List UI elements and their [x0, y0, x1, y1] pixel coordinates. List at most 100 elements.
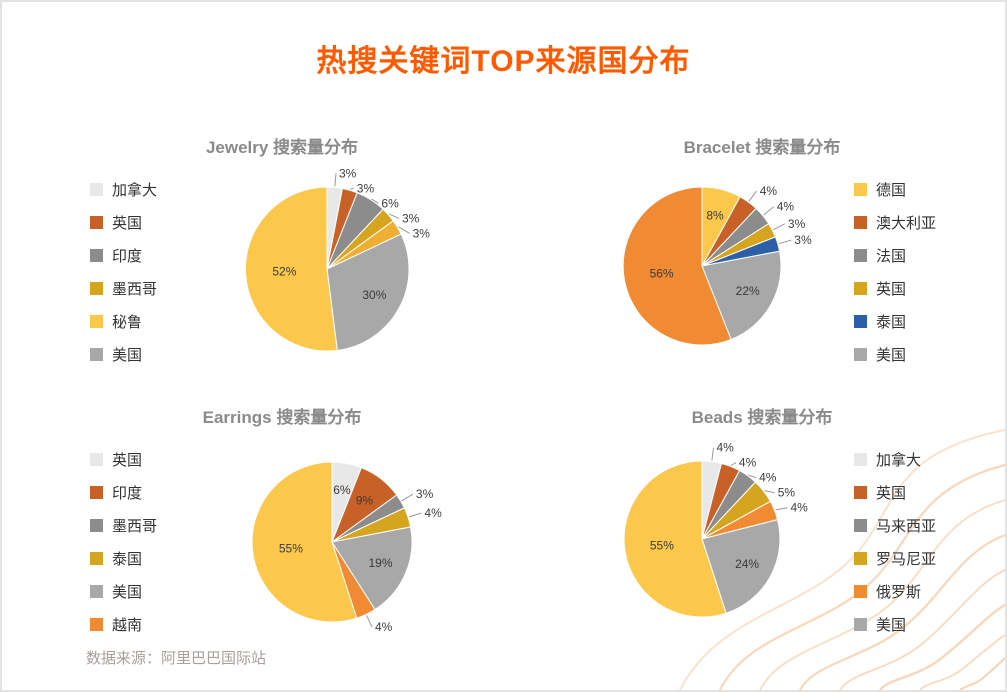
- pie-label: 24%: [735, 557, 759, 571]
- legend-item: 美国: [854, 338, 936, 371]
- label-leader-line: [371, 198, 379, 204]
- legend-label: 秘鲁: [112, 314, 143, 331]
- label-leader-line: [408, 512, 422, 518]
- legend-label: 马来西亚: [876, 518, 937, 535]
- chart-title-bracelet: Bracelet 搜索量分布: [683, 138, 841, 157]
- legend-item: 加拿大: [854, 443, 936, 476]
- legend-label: 俄罗斯: [876, 584, 922, 601]
- pie-label: 55%: [650, 538, 674, 552]
- legend-label: 墨西哥: [112, 281, 158, 298]
- legend-label: 泰国: [112, 551, 143, 568]
- label-leader-line: [334, 173, 337, 187]
- pie-label: 5%: [778, 486, 796, 500]
- legend-item: 印度: [90, 239, 157, 272]
- pie-label: 3%: [357, 181, 375, 195]
- label-leader-line: [763, 206, 775, 216]
- label-leader-line: [775, 507, 788, 511]
- legend-item: 罗马尼亚: [854, 542, 936, 575]
- pie-label: 52%: [272, 265, 296, 279]
- legend-earrings: 英国 印度 墨西哥 泰国 美国 越南: [90, 443, 157, 641]
- legend-label: 英国: [876, 485, 907, 502]
- pie-label: 6%: [381, 196, 399, 210]
- legend-item: 英国: [854, 476, 936, 509]
- label-leader-line: [773, 223, 786, 231]
- label-leader-line: [730, 462, 737, 466]
- label-leader-line: [764, 490, 775, 494]
- legend-item: 德国: [854, 173, 936, 206]
- pie-slice-美国: [326, 233, 410, 351]
- legend-swatch: [854, 585, 867, 598]
- legend-bracelet: 德国 澳大利亚 法国 英国 泰国 美国: [854, 173, 936, 371]
- legend-label: 罗马尼亚: [876, 551, 937, 568]
- legend-label: 英国: [876, 281, 907, 298]
- pie-label: 4%: [791, 501, 809, 515]
- label-leader-line: [350, 187, 354, 190]
- pie-label: 4%: [424, 506, 442, 520]
- chart-title-beads: Beads 搜索量分布: [691, 408, 833, 427]
- pie-slice-美国: [331, 526, 413, 611]
- legend-label: 美国: [112, 584, 143, 601]
- legend-swatch: [854, 519, 867, 532]
- label-leader-line: [711, 447, 714, 461]
- legend-swatch: [90, 552, 103, 565]
- pie-label: 3%: [788, 217, 806, 231]
- pie-label: 4%: [739, 456, 757, 470]
- pie-label: 3%: [413, 226, 431, 240]
- legend-swatch: [90, 618, 103, 631]
- legend-item: 英国: [854, 272, 936, 305]
- chart-title-earrings: Earrings 搜索量分布: [202, 408, 362, 427]
- pie-chart-jewelry: 30%52%3%3%6%3%3%: [244, 166, 431, 352]
- legend-label: 美国: [876, 617, 907, 634]
- legend-label: 澳大利亚: [876, 215, 937, 232]
- legend-swatch: [90, 315, 103, 328]
- pie-slice-秘鲁: [244, 186, 338, 352]
- legend-swatch: [854, 183, 867, 196]
- pie-slice: [622, 186, 732, 346]
- legend-label: 越南: [112, 617, 143, 634]
- pie-label: 30%: [362, 288, 386, 302]
- legend-label: 法国: [876, 248, 907, 265]
- legend-swatch: [854, 348, 867, 361]
- legend-swatch: [90, 453, 103, 466]
- legend-swatch: [854, 249, 867, 262]
- chart-title-jewelry: Jewelry 搜索量分布: [205, 138, 359, 157]
- legend-item: 美国: [854, 608, 936, 641]
- legend-swatch: [90, 486, 103, 499]
- label-leader-line: [366, 615, 373, 628]
- pie-slice: [251, 461, 358, 623]
- pie-label: 55%: [279, 542, 303, 556]
- legend-item: 澳大利亚: [854, 206, 936, 239]
- legend-label: 德国: [876, 182, 907, 199]
- legend-swatch: [854, 282, 867, 295]
- pie-label: 4%: [760, 184, 778, 198]
- legend-item: 墨西哥: [90, 509, 157, 542]
- legend-label: 美国: [876, 347, 907, 364]
- legend-swatch: [854, 315, 867, 328]
- label-leader-line: [748, 190, 758, 202]
- legend-item: 越南: [90, 608, 157, 641]
- legend-item: 法国: [854, 239, 936, 272]
- legend-label: 印度: [112, 248, 143, 265]
- legend-item: 美国: [90, 338, 157, 371]
- pie-label: 3%: [339, 166, 357, 180]
- legend-swatch: [854, 618, 867, 631]
- legend-item: 俄罗斯: [854, 575, 936, 608]
- chart-bracelet: Bracelet 搜索量分布 德国 澳大利亚 法国 英国 泰国 美国 8% 22% 56% 4%…: [562, 127, 962, 392]
- legend-label: 英国: [112, 215, 143, 232]
- label-leader-line: [398, 226, 410, 234]
- legend-swatch: [90, 249, 103, 262]
- pie-label: 3%: [416, 487, 434, 501]
- legend-item: 美国: [90, 575, 157, 608]
- legend-item: 秘鲁: [90, 305, 157, 338]
- pie-label: 19%: [368, 556, 392, 570]
- chart-earrings: Earrings 搜索量分布 英国 印度 墨西哥 泰国 美国 越南 6% 9% 19% 55% 3…: [82, 397, 482, 662]
- legend-beads: 加拿大英国马来西亚罗马尼亚俄罗斯美国: [854, 443, 936, 641]
- pie-chart-bracelet: 8% 22% 56% 4% 4% 3% 3%: [622, 184, 812, 346]
- legend-label: 加拿大: [876, 452, 922, 469]
- pie-label: 8%: [706, 209, 724, 223]
- chart-jewelry: Jewelry 搜索量分布 加拿大 英国 印度 墨西哥 秘鲁 美国 30% 52% 3% 3% 6…: [82, 127, 482, 392]
- legend-label: 美国: [112, 347, 143, 364]
- pie-label: 3%: [402, 211, 420, 225]
- legend-swatch: [854, 486, 867, 499]
